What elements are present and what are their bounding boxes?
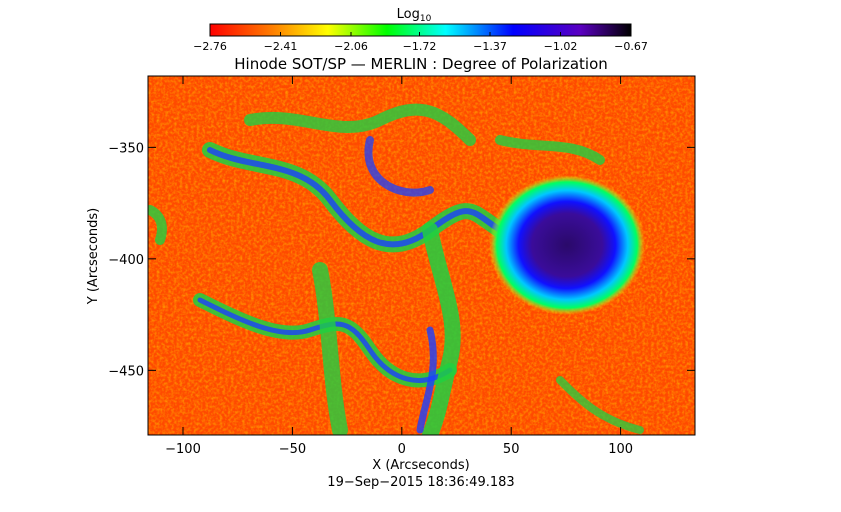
date-label: 19−Sep−2015 18:36:49.183 (327, 475, 514, 490)
colorbar-tick-label: −1.72 (403, 40, 437, 53)
colorbar-tick-label: −0.67 (614, 40, 648, 53)
colorbar (209, 23, 632, 37)
plot-frame (147, 75, 696, 436)
x-tick-label: −100 (165, 442, 201, 457)
heatmap-image (148, 76, 695, 435)
colorbar-tick-label: −2.41 (264, 40, 298, 53)
colorbar-ticks: −2.76 −2.41 −2.06 −1.72 −1.37 −1.02 −0.67 (193, 32, 648, 53)
colorbar-label: Log10 (397, 7, 432, 24)
colorbar-tick-label: −1.02 (544, 40, 578, 53)
y-axis-label: Y (Arcseconds) (86, 208, 101, 305)
chart-title: Hinode SOT/SP — MERLIN : Degree of Polar… (234, 55, 608, 73)
y-tick-label: −450 (108, 364, 144, 379)
x-tick-label: 100 (608, 442, 633, 457)
y-tick-label: −350 (108, 141, 144, 156)
colorbar-tick-label: −2.06 (334, 40, 368, 53)
colorbar-tick-label: −1.37 (473, 40, 507, 53)
y-axis-ticks: −350 −400 −450 (108, 141, 695, 379)
x-tick-label: 50 (503, 442, 520, 457)
y-tick-label: −400 (108, 253, 144, 268)
x-axis-ticks: −100 −50 0 50 100 (165, 76, 633, 457)
sunspot-feature (489, 175, 645, 315)
x-tick-label: −50 (279, 442, 306, 457)
colorbar-tick-label: −2.76 (193, 40, 227, 53)
x-axis-label: X (Arcseconds) (372, 458, 469, 473)
x-tick-label: 0 (398, 442, 406, 457)
